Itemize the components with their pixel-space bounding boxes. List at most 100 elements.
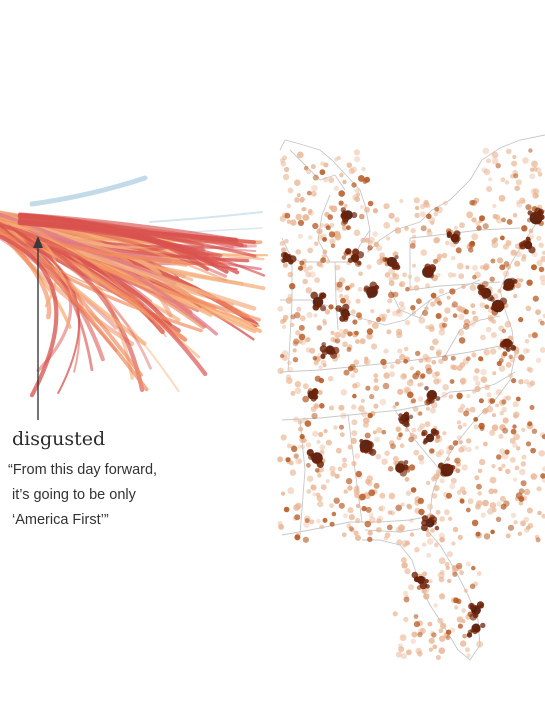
map-dot (351, 182, 357, 188)
map-dot (414, 276, 421, 283)
map-dot (525, 305, 532, 312)
map-dot (469, 320, 476, 327)
map-dot (422, 440, 427, 445)
map-dot (295, 330, 301, 336)
map-dot (451, 541, 456, 546)
map-dot (461, 464, 468, 471)
map-dot (310, 484, 317, 491)
map-dot (404, 427, 409, 432)
map-dot (341, 532, 347, 538)
map-dot (510, 378, 517, 384)
map-dot (358, 405, 365, 412)
map-dot (445, 629, 452, 635)
map-dot (480, 368, 487, 376)
map-dot (377, 515, 384, 522)
map-dot (283, 166, 290, 173)
map-dot (354, 156, 361, 163)
map-dot (399, 353, 406, 361)
map-dot (495, 389, 502, 396)
map-dot (334, 331, 341, 339)
map-dot (329, 521, 335, 527)
map-dot (433, 211, 439, 217)
map-dot (399, 443, 405, 449)
map-dot (483, 441, 488, 447)
map-dot (400, 502, 405, 507)
map-dot (351, 419, 358, 426)
map-dot (287, 187, 294, 194)
map-dot (362, 421, 369, 428)
map-dot (515, 250, 522, 258)
map-dot (343, 513, 348, 519)
map-dot (542, 466, 545, 472)
map-dot (532, 192, 539, 199)
map-dot (429, 392, 436, 398)
map-dot (289, 469, 297, 476)
map-dot (335, 305, 342, 312)
map-dot (501, 217, 506, 223)
map-dot (388, 212, 395, 219)
map-dot (419, 581, 428, 590)
map-dot (312, 388, 318, 394)
map-dot (539, 347, 545, 353)
map-dot (347, 331, 353, 337)
map-dot (463, 323, 470, 330)
map-dot (381, 458, 388, 465)
map-dot (502, 270, 510, 277)
map-dot (471, 519, 479, 527)
map-dot (415, 350, 421, 357)
map-dot (411, 571, 419, 579)
map-dot (516, 201, 523, 208)
map-dot (426, 213, 432, 220)
map-dot (439, 537, 445, 543)
map-dot (289, 322, 295, 328)
map-dot (469, 583, 476, 590)
map-dot (367, 530, 373, 536)
map-dot (491, 464, 496, 469)
map-dot (396, 651, 402, 658)
map-dot (317, 473, 322, 478)
map-dot (462, 422, 467, 427)
map-dot (488, 488, 495, 495)
map-dot (532, 295, 539, 302)
map-dot (537, 510, 542, 516)
map-dot (440, 470, 446, 476)
map-dot (531, 264, 537, 271)
map-dot (497, 288, 502, 294)
map-dot (480, 512, 486, 518)
map-dot (458, 313, 465, 320)
map-dot (334, 264, 341, 271)
map-dot (516, 200, 521, 205)
map-dot (338, 328, 344, 334)
map-dot (424, 421, 431, 427)
map-dot (339, 424, 344, 430)
map-dot (426, 480, 431, 485)
map-dot (304, 518, 310, 524)
map-dot (379, 398, 387, 406)
map-dot (355, 298, 361, 304)
map-dot (373, 207, 378, 212)
map-dot (514, 260, 521, 267)
map-dot (346, 162, 353, 168)
map-dot (435, 509, 441, 515)
map-dot (442, 355, 448, 362)
map-dot (530, 473, 538, 480)
map-dot (426, 503, 434, 510)
map-dot (426, 230, 433, 237)
map-dot (421, 542, 427, 547)
map-dot (495, 163, 501, 169)
map-dot (445, 468, 452, 475)
map-dot (423, 593, 430, 600)
map-dot (363, 285, 370, 292)
map-dot (456, 490, 462, 495)
map-dot (428, 517, 433, 522)
map-dot (392, 273, 400, 280)
map-dot (501, 399, 507, 405)
map-dot (413, 449, 420, 456)
map-dot (458, 273, 465, 280)
map-dot (449, 379, 455, 384)
map-dot (518, 488, 525, 494)
map-dot (298, 233, 303, 239)
map-dot (435, 451, 442, 458)
map-dot (469, 284, 477, 291)
map-dot (403, 411, 410, 417)
